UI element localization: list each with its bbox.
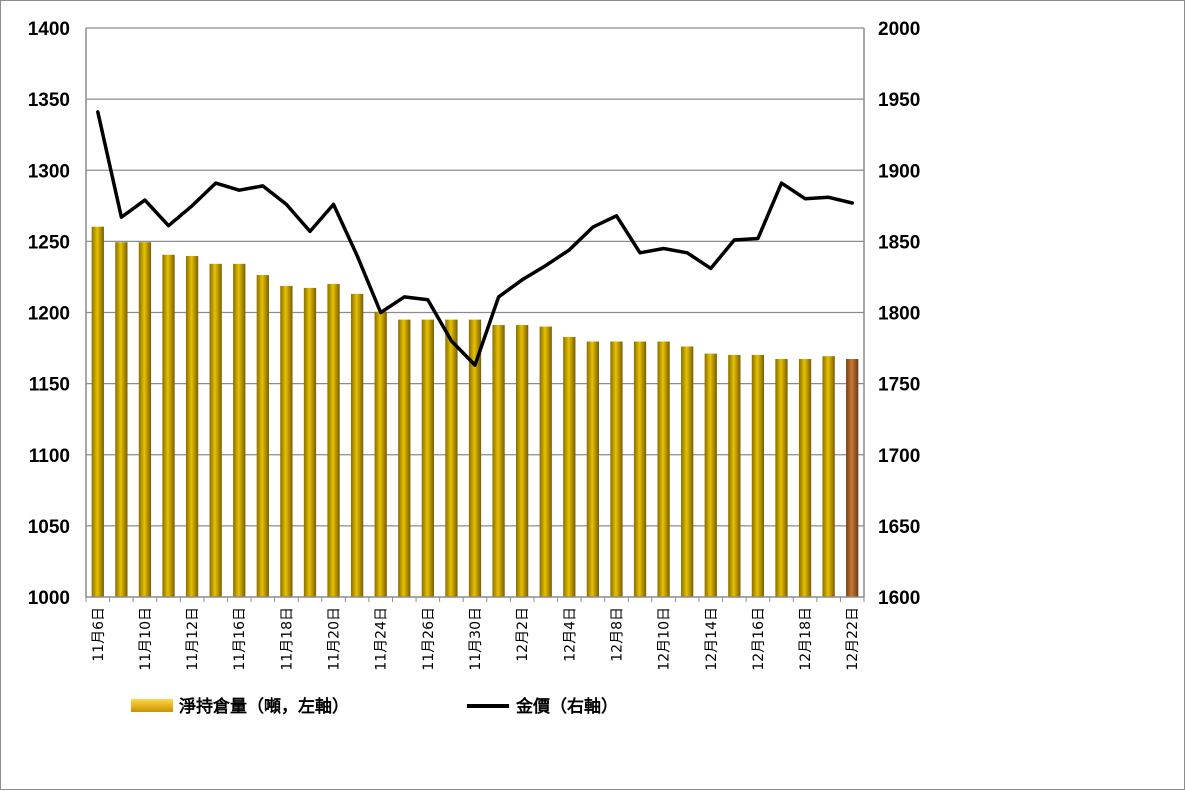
gold-price-line (96, 110, 854, 367)
right-axis-tick-label: 1600 (878, 588, 920, 609)
bar (374, 311, 387, 597)
bar (492, 325, 505, 597)
left-axis-tick-label: 1100 (29, 446, 70, 467)
bar (516, 325, 529, 597)
bar-series (91, 226, 859, 597)
bar (185, 256, 199, 597)
bar (303, 287, 317, 597)
x-axis-tick-label: 11月16日 (232, 607, 248, 671)
x-axis-tick-label: 12月16日 (751, 607, 767, 671)
x-axis-tick-label: 11月6日 (91, 607, 107, 662)
x-axis-tick-label: 11月10日 (138, 607, 154, 671)
right-axis-tick-label: 1900 (878, 161, 920, 182)
bar (138, 242, 152, 597)
x-axis-tick-label: 12月8日 (609, 607, 625, 662)
axes (85, 28, 865, 602)
bar (704, 353, 717, 597)
left-axis-tick-label: 1350 (28, 90, 70, 111)
right-axis-tick-label: 1950 (878, 90, 920, 111)
bar (280, 285, 293, 597)
right-axis-labels: 1600 1650 1700 1750 1800 1850 1900 1950 2000 (878, 19, 920, 609)
bar (468, 319, 482, 597)
x-axis-tick-label: 11月26日 (421, 607, 437, 671)
bar (91, 226, 104, 597)
legend-label-bars: 淨持倉量（噸，左軸） (179, 696, 349, 717)
left-axis-tick-label: 1250 (28, 232, 70, 253)
bar (798, 359, 812, 597)
bar (657, 341, 670, 597)
x-axis-tick-label: 11月30日 (468, 607, 484, 671)
bar (162, 254, 175, 597)
bar (822, 356, 835, 597)
x-axis-tick-label: 12月4日 (562, 607, 578, 662)
x-axis-tick-label: 12月22日 (845, 607, 861, 671)
bar (115, 242, 128, 597)
left-axis-tick-label: 1200 (28, 304, 70, 325)
bar (586, 341, 600, 597)
bar (846, 359, 859, 597)
right-axis-tick-label: 1850 (878, 232, 920, 253)
bar (751, 354, 765, 597)
bar (209, 263, 222, 597)
bar (398, 319, 411, 597)
x-axis-tick-label: 12月10日 (657, 607, 673, 671)
line-series (96, 110, 854, 367)
x-axis-tick-label: 12月18日 (798, 607, 814, 671)
left-axis-labels: 1000 1050 1100 1150 1200 1250 1300 1350 1400 (28, 19, 70, 609)
right-axis-tick-label: 1800 (878, 304, 920, 325)
legend-swatch-bars (131, 699, 173, 712)
right-axis-tick-label: 1650 (878, 517, 920, 538)
bar (445, 319, 458, 597)
bar (610, 341, 623, 597)
x-axis-tick-label: 12月14日 (704, 607, 720, 671)
bar (563, 336, 576, 597)
bar (350, 293, 364, 597)
x-axis-tick-label: 11月18日 (279, 607, 295, 671)
left-axis-tick-label: 1150 (29, 375, 70, 396)
left-axis-tick-label: 1400 (28, 19, 70, 40)
bar (633, 341, 647, 597)
x-axis-labels: 11月6日 11月10日 11月12日 11月16日 11月18日 11月20日 11月24… (91, 607, 861, 671)
right-axis-tick-label: 1700 (878, 446, 920, 467)
bar (421, 319, 434, 597)
x-axis-tick-label: 11月20日 (327, 607, 343, 671)
legend: 淨持倉量（噸，左軸） 金價（右軸） (131, 696, 618, 717)
left-axis-tick-label: 1300 (28, 161, 70, 182)
bar (681, 346, 694, 597)
x-axis-tick-label: 11月24日 (374, 607, 390, 671)
right-axis-tick-label: 2000 (878, 19, 920, 40)
left-axis-tick-label: 1050 (28, 517, 70, 538)
right-axis-tick-label: 1750 (878, 375, 920, 396)
bar (539, 326, 552, 597)
bar (233, 263, 246, 597)
x-axis-tick-label: 11月12日 (185, 607, 201, 671)
legend-label-line: 金價（右軸） (515, 696, 618, 717)
bar (775, 359, 788, 597)
bar (256, 275, 269, 597)
x-axis-tick-label: 12月2日 (515, 607, 531, 662)
bar (327, 283, 340, 597)
bar (728, 354, 741, 597)
left-axis-tick-label: 1000 (28, 588, 70, 609)
